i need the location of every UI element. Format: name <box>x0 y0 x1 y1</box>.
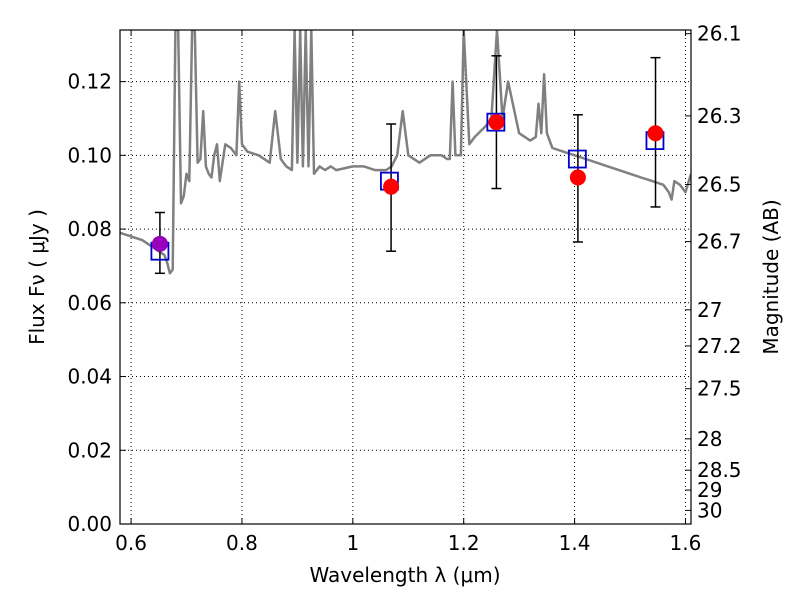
axes <box>119 29 692 525</box>
spectrum-layer <box>120 30 691 275</box>
x-tick-label: 1.4 <box>559 531 591 555</box>
y-tick-label: 0.04 <box>67 365 112 389</box>
y-tick-label: 0.02 <box>67 438 112 462</box>
right-tick-label: 30 <box>697 498 722 522</box>
right-tick-label: 29 <box>697 478 722 502</box>
x-tick-label: 1.6 <box>670 531 702 555</box>
plot-frame <box>119 29 692 525</box>
x-tick-label: 1.2 <box>448 531 480 555</box>
observed-point <box>647 125 664 142</box>
right-tick-label: 27 <box>697 298 722 322</box>
observed-point-layer <box>151 114 664 252</box>
y-tick-label: 0.08 <box>67 217 112 241</box>
errorbar-layer <box>154 55 661 275</box>
observed-point <box>151 235 168 252</box>
y-axis-label: Flux Fν ( μJy ) <box>25 209 49 345</box>
y-tick-label: 0.10 <box>67 143 112 167</box>
right-tick-label: 28.5 <box>697 458 742 482</box>
y-tick-label: 0.00 <box>67 512 112 536</box>
model-square-layer <box>150 112 665 261</box>
right-tick-label: 28 <box>697 427 722 451</box>
observed-point <box>488 114 505 131</box>
grid <box>120 30 691 525</box>
y-tick-label: 0.12 <box>67 70 112 94</box>
right-tick-label: 26.7 <box>697 230 742 254</box>
tick-labels: 0.6 0.8 1 1.2 1.4 1.6 0.00 0.02 0.04 0.06 0.08 0.10… <box>67 22 741 555</box>
right-tick-label: 27.5 <box>697 377 742 401</box>
right-tick-label: 26.5 <box>697 172 742 196</box>
x-axis-label: Wavelength λ (μm) <box>309 563 500 587</box>
x-tick-label: 0.6 <box>115 531 147 555</box>
x-tick-label: 1 <box>346 531 359 555</box>
right-axis-label: Magnitude (AB) <box>759 199 783 354</box>
x-tick-label: 0.8 <box>226 531 258 555</box>
right-tick-label: 26.3 <box>697 104 742 128</box>
observed-point <box>569 169 586 186</box>
spectrum-line <box>120 30 691 275</box>
model-square <box>567 149 587 169</box>
right-tick-label: 27.2 <box>697 334 742 358</box>
observed-point <box>383 178 400 195</box>
right-tick-label: 26.1 <box>697 22 742 46</box>
y-tick-label: 0.06 <box>67 291 112 315</box>
